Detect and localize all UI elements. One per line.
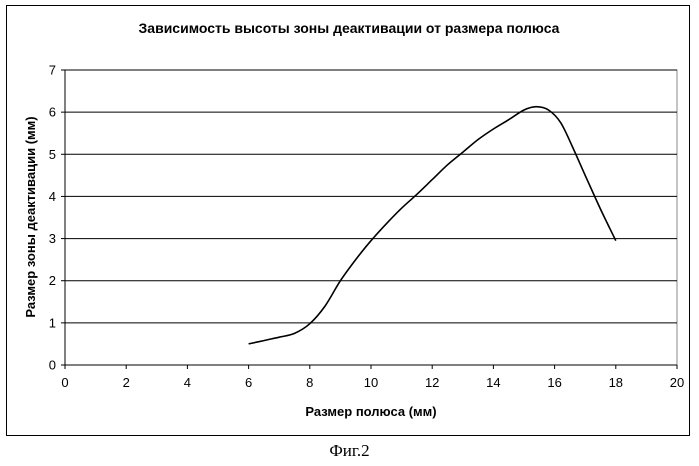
x-tick-label: 2 [123, 375, 130, 390]
y-tick-label: 5 [49, 147, 56, 162]
y-tick-label: 0 [49, 358, 56, 373]
y-tick-label: 2 [49, 273, 56, 288]
y-axis-label: Размер зоны деактивации (мм) [23, 116, 38, 317]
x-axis-label: Размер полюса (мм) [305, 404, 436, 419]
x-tick-label: 16 [547, 375, 561, 390]
line-chart: Зависимость высоты зоны деактивации от р… [0, 0, 699, 440]
y-tick-label: 3 [49, 231, 56, 246]
figure-caption: Фиг.2 [0, 441, 699, 461]
x-tick-label: 12 [425, 375, 439, 390]
y-tick-label: 6 [49, 105, 56, 120]
plot-area [65, 70, 677, 365]
x-tick-label: 6 [245, 375, 252, 390]
y-tick-label: 1 [49, 315, 56, 330]
y-ticks: 0 1 2 3 4 5 6 7 [49, 63, 65, 373]
y-tick-label: 7 [49, 63, 56, 78]
y-tick-label: 4 [49, 189, 56, 204]
x-tick-label: 10 [364, 375, 378, 390]
x-tick-label: 20 [670, 375, 684, 390]
chart-title: Зависимость высоты зоны деактивации от р… [139, 20, 560, 36]
x-ticks: 0 2 4 6 8 10 12 14 16 18 20 [61, 365, 684, 390]
x-tick-label: 4 [184, 375, 191, 390]
x-tick-label: 14 [486, 375, 500, 390]
x-tick-label: 18 [609, 375, 623, 390]
x-tick-label: 8 [306, 375, 313, 390]
x-tick-label: 0 [61, 375, 68, 390]
